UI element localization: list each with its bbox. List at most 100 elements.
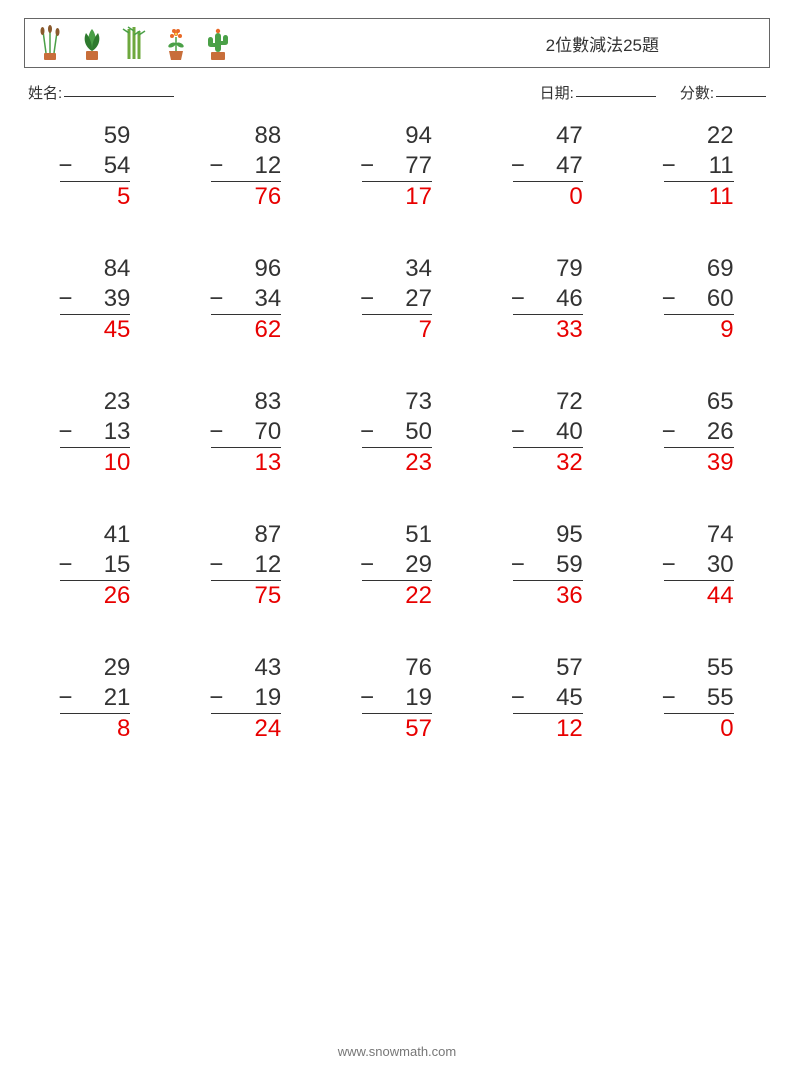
problem-11: 23−1310 <box>60 387 130 478</box>
answer: 26 <box>60 581 130 611</box>
subtrahend: −29 <box>362 550 432 581</box>
problem-15: 65−2639 <box>664 387 734 478</box>
answer: 24 <box>211 714 281 744</box>
problem-13: 73−5023 <box>362 387 432 478</box>
answer: 11 <box>664 182 734 212</box>
problem-2: 88−1276 <box>211 121 281 212</box>
plant-pot-icon <box>77 25 107 61</box>
minuend: 94 <box>362 121 432 151</box>
minus-sign: − <box>360 151 374 181</box>
answer: 57 <box>362 714 432 744</box>
problem-4: 47−470 <box>513 121 583 212</box>
answer: 45 <box>60 315 130 345</box>
minus-sign: − <box>58 284 72 314</box>
problem-22: 43−1924 <box>211 653 281 744</box>
answer: 22 <box>362 581 432 611</box>
minus-sign: − <box>360 683 374 713</box>
score-blank[interactable] <box>716 82 766 97</box>
answer: 75 <box>211 581 281 611</box>
subtrahend: −19 <box>362 683 432 714</box>
problem-18: 51−2922 <box>362 520 432 611</box>
subtrahend: −60 <box>664 284 734 315</box>
answer: 17 <box>362 182 432 212</box>
answer: 13 <box>211 448 281 478</box>
minuend: 55 <box>664 653 734 683</box>
minuend: 23 <box>60 387 130 417</box>
problem-7: 96−3462 <box>211 254 281 345</box>
minus-sign: − <box>511 284 525 314</box>
plant-cactus-icon <box>203 25 233 61</box>
score-label: 分數: <box>680 82 714 103</box>
subtrahend: −46 <box>513 284 583 315</box>
subtrahend: −30 <box>664 550 734 581</box>
info-row: 姓名: 日期: 分數: <box>28 82 766 103</box>
problem-5: 22−1111 <box>664 121 734 212</box>
minus-sign: − <box>511 550 525 580</box>
answer: 0 <box>513 182 583 212</box>
answer: 36 <box>513 581 583 611</box>
problems-grid: 59−54588−127694−771747−47022−111184−3945… <box>40 121 754 744</box>
problem-20: 74−3044 <box>664 520 734 611</box>
answer: 76 <box>211 182 281 212</box>
minuend: 41 <box>60 520 130 550</box>
minus-sign: − <box>58 683 72 713</box>
minus-sign: − <box>58 417 72 447</box>
subtrahend: −19 <box>211 683 281 714</box>
subtrahend: −26 <box>664 417 734 448</box>
answer: 12 <box>513 714 583 744</box>
problem-14: 72−4032 <box>513 387 583 478</box>
minuend: 79 <box>513 254 583 284</box>
subtrahend: −50 <box>362 417 432 448</box>
minus-sign: − <box>662 683 676 713</box>
answer: 5 <box>60 182 130 212</box>
problem-6: 84−3945 <box>60 254 130 345</box>
problem-16: 41−1526 <box>60 520 130 611</box>
subtrahend: −70 <box>211 417 281 448</box>
worksheet-title: 2位數減法25題 <box>546 31 659 56</box>
problem-23: 76−1957 <box>362 653 432 744</box>
date-blank[interactable] <box>576 82 656 97</box>
problem-12: 83−7013 <box>211 387 281 478</box>
problem-17: 87−1275 <box>211 520 281 611</box>
minuend: 95 <box>513 520 583 550</box>
minuend: 83 <box>211 387 281 417</box>
minus-sign: − <box>58 550 72 580</box>
problem-19: 95−5936 <box>513 520 583 611</box>
subtrahend: −12 <box>211 151 281 182</box>
name-blank[interactable] <box>64 82 174 97</box>
minuend: 57 <box>513 653 583 683</box>
minuend: 74 <box>664 520 734 550</box>
minus-sign: − <box>511 151 525 181</box>
minuend: 84 <box>60 254 130 284</box>
minus-sign: − <box>209 550 223 580</box>
minuend: 22 <box>664 121 734 151</box>
minuend: 88 <box>211 121 281 151</box>
minuend: 76 <box>362 653 432 683</box>
answer: 7 <box>362 315 432 345</box>
minus-sign: − <box>209 151 223 181</box>
problem-25: 55−550 <box>664 653 734 744</box>
minus-sign: − <box>209 683 223 713</box>
minuend: 73 <box>362 387 432 417</box>
subtrahend: −77 <box>362 151 432 182</box>
answer: 9 <box>664 315 734 345</box>
footer-url: www.snowmath.com <box>0 1044 794 1059</box>
minus-sign: − <box>662 151 676 181</box>
minus-sign: − <box>360 417 374 447</box>
name-label: 姓名: <box>28 82 62 103</box>
answer: 23 <box>362 448 432 478</box>
minus-sign: − <box>662 417 676 447</box>
subtrahend: −11 <box>664 151 734 182</box>
problem-3: 94−7717 <box>362 121 432 212</box>
minuend: 51 <box>362 520 432 550</box>
subtrahend: −13 <box>60 417 130 448</box>
minuend: 69 <box>664 254 734 284</box>
subtrahend: −39 <box>60 284 130 315</box>
minus-sign: − <box>58 151 72 181</box>
minus-sign: − <box>360 550 374 580</box>
minuend: 65 <box>664 387 734 417</box>
minuend: 47 <box>513 121 583 151</box>
plant-icon-row <box>35 25 233 61</box>
answer: 44 <box>664 581 734 611</box>
subtrahend: −59 <box>513 550 583 581</box>
